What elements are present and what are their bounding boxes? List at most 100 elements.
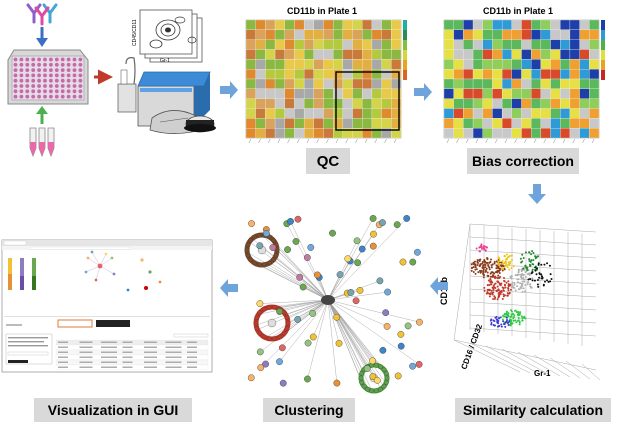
- network-edge: [327, 299, 420, 323]
- flow-x-axis-label: Gr-1: [160, 58, 170, 64]
- scatter-point: [505, 281, 508, 284]
- scatter-point: [510, 283, 513, 286]
- scatter-point: [528, 273, 531, 276]
- cluster-hub-member: [272, 336, 278, 342]
- heatmap-cell: [531, 49, 542, 60]
- network-node: [276, 358, 283, 366]
- gui-mini-network: [84, 250, 162, 292]
- heatmap-cell: [391, 19, 402, 30]
- heatmap-tick: [524, 138, 527, 144]
- heatmap-cell: [521, 29, 532, 40]
- scatter-point: [509, 284, 512, 287]
- heatmap-cell: [265, 128, 276, 139]
- heatmap-cell: [550, 49, 561, 60]
- plate-well: [31, 78, 36, 83]
- scatter-point: [508, 291, 511, 294]
- heatmap-cell: [540, 108, 551, 119]
- scatter-point: [537, 285, 540, 288]
- heatmap-cell: [589, 108, 600, 119]
- heatmap-cell: [531, 98, 542, 109]
- scatter-point: [521, 290, 524, 293]
- network-node: [373, 376, 381, 384]
- scatter-point: [542, 284, 545, 287]
- cluster-hub-member: [262, 262, 267, 268]
- scatter-gridline: [485, 345, 541, 375]
- scatter-point: [507, 256, 510, 259]
- heatmap-cell: [443, 49, 454, 60]
- heatmap-cell: [265, 19, 276, 30]
- network-node: [303, 254, 311, 261]
- plate-well: [13, 68, 18, 72]
- heatmap-cell: [540, 78, 551, 89]
- scatter-point: [510, 309, 513, 312]
- scatter-point: [548, 264, 551, 267]
- scatter-point: [503, 313, 506, 316]
- heatmap-cell: [294, 118, 305, 129]
- heatmap-cell: [443, 118, 454, 129]
- scatter-point: [486, 274, 489, 277]
- stage-label-qc: QC: [306, 148, 350, 174]
- scatter-point: [536, 278, 539, 281]
- scatter-point: [489, 293, 492, 296]
- plate-well: [43, 94, 47, 99]
- heatmap-cell: [303, 59, 314, 70]
- scatter-point: [517, 271, 520, 274]
- scatter-point: [509, 288, 512, 291]
- plate-well: [49, 78, 53, 83]
- heatmap-cell: [492, 108, 503, 119]
- heatmap-cell: [313, 98, 324, 109]
- network-node: [314, 271, 321, 279]
- scatter-point: [498, 293, 501, 296]
- scatter-point: [511, 285, 514, 288]
- scatter-point: [487, 264, 490, 267]
- heatmap-cell: [245, 128, 256, 139]
- network-node: [262, 360, 269, 368]
- stage-label-clustering: Clustering: [263, 398, 355, 422]
- plate-well: [66, 62, 71, 67]
- scatter-gridline: [501, 348, 551, 376]
- heatmap-cell: [265, 88, 276, 99]
- heatmap-cell: [482, 108, 493, 119]
- heatmap-cell: [303, 39, 314, 50]
- scatter-point: [523, 315, 526, 318]
- scatter-point: [531, 277, 534, 280]
- heatmap-cell: [255, 128, 266, 139]
- plate-well: [19, 73, 24, 78]
- network-edge: [327, 291, 388, 301]
- plate-well: [78, 57, 83, 62]
- scatter-axis-cd16: CD16 / CD32: [459, 322, 484, 370]
- network-edge: [327, 299, 368, 369]
- heatmap-cell: [303, 98, 314, 109]
- network-edge: [327, 299, 388, 327]
- scatter-point: [505, 310, 508, 313]
- heatmap-cell: [560, 118, 571, 129]
- heatmap-cell: [531, 19, 542, 30]
- scatter-point: [475, 247, 478, 250]
- table-cell: [101, 346, 117, 348]
- heatmap-cell: [521, 98, 532, 109]
- cluster-hub-member: [281, 330, 287, 336]
- network-node: [370, 230, 377, 238]
- plate-well: [37, 68, 41, 72]
- scatter-point: [478, 246, 481, 249]
- scatter-point: [483, 248, 486, 251]
- scatter-point: [538, 276, 541, 279]
- network-edge: [260, 299, 329, 368]
- scatter-point: [521, 317, 524, 320]
- table-cell: [165, 341, 182, 343]
- network-edge: [287, 299, 329, 319]
- heatmap-cell: [294, 78, 305, 89]
- heatmap-cell: [284, 39, 295, 50]
- network-node: [276, 308, 284, 315]
- scatter-point: [546, 262, 549, 265]
- cluster-hub-member: [373, 362, 379, 368]
- table-cell: [122, 366, 133, 368]
- scatter-point: [529, 265, 532, 268]
- heatmap-cell: [245, 39, 256, 50]
- table-cell: [79, 366, 93, 368]
- scatter-point: [499, 316, 502, 319]
- scatter-point: [528, 251, 531, 254]
- heatmap-cell: [313, 108, 324, 119]
- scatter-point: [535, 267, 538, 270]
- heatmap-cell: [501, 118, 512, 129]
